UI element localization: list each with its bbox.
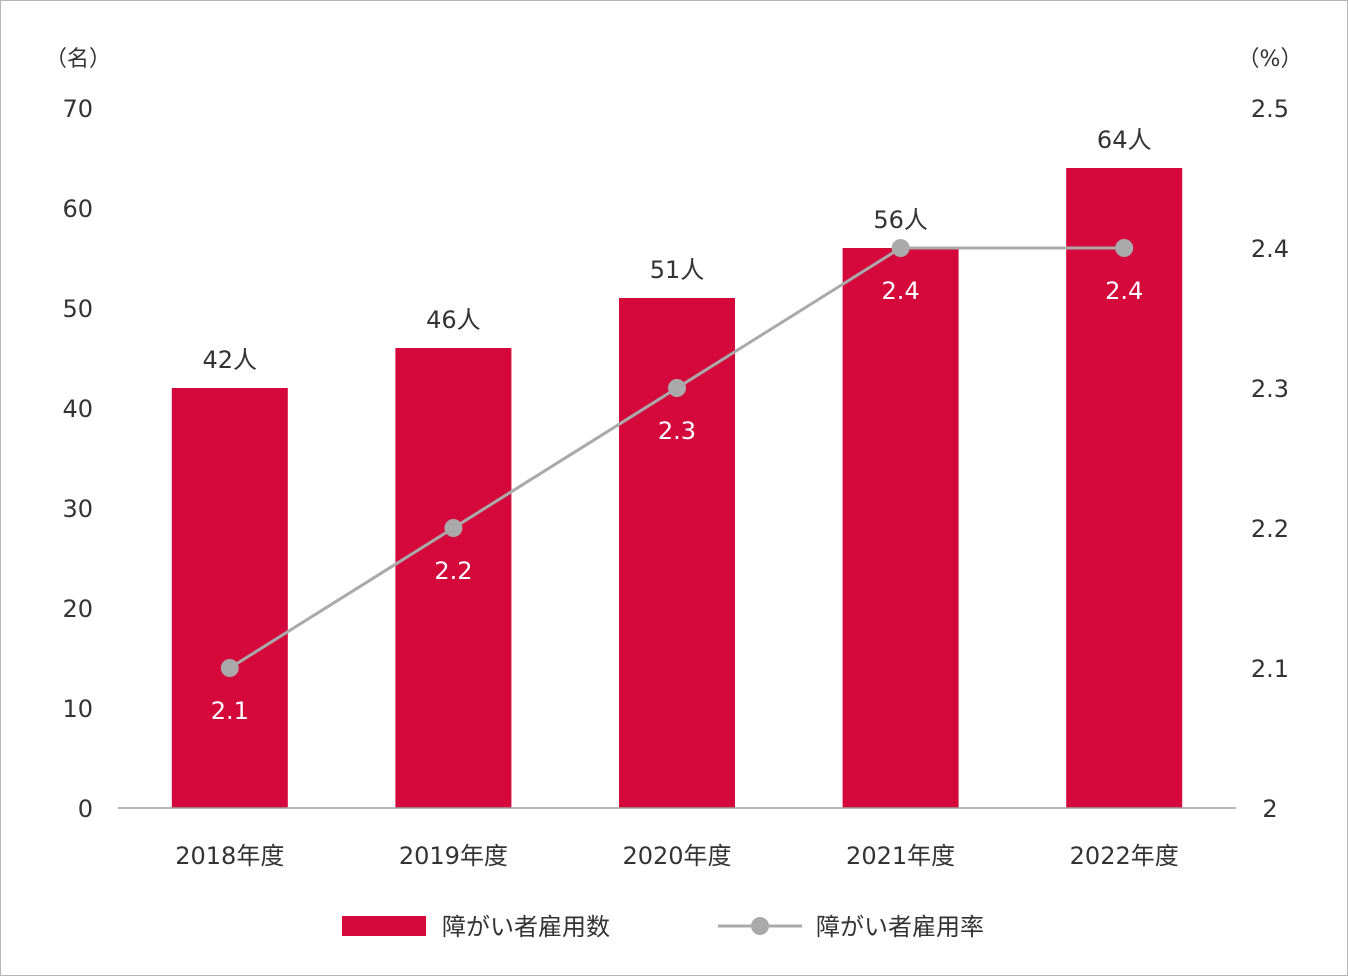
rate-value-label: 2.4 (882, 277, 920, 305)
left-axis-tick-label: 70 (62, 95, 93, 123)
legend-line-label: 障がい者雇用率 (816, 913, 984, 941)
right-axis-unit: （%） (1238, 47, 1303, 72)
bar-5 (1066, 168, 1183, 808)
left-axis-unit: （名） (45, 47, 111, 72)
left-axis-tick-label: 0 (78, 795, 93, 823)
x-axis-category-label: 2021年度 (846, 842, 955, 870)
bar-value-label: 46人 (426, 306, 481, 334)
right-axis-tick-label: 2.3 (1251, 375, 1289, 403)
legend-line-marker (751, 917, 769, 935)
left-axis-tick-label: 20 (62, 595, 93, 623)
bar-1 (171, 388, 288, 808)
left-axis-tick-label: 40 (62, 395, 93, 423)
bar-4 (842, 248, 959, 808)
rate-value-label: 2.3 (658, 417, 696, 445)
rate-point-4 (891, 239, 910, 257)
rate-value-label: 2.2 (434, 557, 472, 585)
rate-value-label: 2.4 (1105, 277, 1143, 305)
bar-3 (619, 298, 735, 808)
right-axis-tick-label: 2.1 (1251, 655, 1289, 683)
axes-layer: 0 10 20 30 40 50 60 70 （名） 2 2.1 2.2 2.3 2.4 2.5 （%） 201… (45, 47, 1302, 870)
left-axis-tick-label: 10 (62, 695, 93, 723)
bar-2 (395, 348, 512, 808)
bars-layer (171, 168, 1183, 808)
legend-bar-swatch (342, 916, 426, 936)
rate-point-3 (668, 379, 686, 397)
x-axis-category-label: 2018年度 (175, 842, 284, 870)
right-axis-tick-label: 2.5 (1251, 95, 1289, 123)
legend-bar-label: 障がい者雇用数 (442, 913, 610, 941)
x-axis-category-label: 2019年度 (399, 842, 508, 870)
rate-point-1 (220, 659, 239, 677)
right-axis-tick-label: 2.2 (1251, 515, 1289, 543)
right-axis-tick-label: 2.4 (1251, 235, 1289, 263)
labels-layer: 42人 46人 51人 56人 64人 2.1 2.2 2.3 2.4 2.4 (203, 126, 1152, 725)
bar-value-label: 51人 (650, 256, 705, 284)
left-axis-tick-label: 50 (62, 295, 93, 323)
right-axis-tick-label: 2 (1262, 795, 1277, 823)
legend: 障がい者雇用数 障がい者雇用率 (342, 913, 984, 941)
x-axis-category-label: 2020年度 (622, 842, 731, 870)
bar-value-label: 56人 (873, 206, 928, 234)
left-axis-tick-label: 60 (62, 195, 93, 223)
bar-value-label: 42人 (203, 346, 258, 374)
bar-value-label: 64人 (1097, 126, 1152, 154)
rate-point-2 (444, 519, 463, 537)
x-axis-category-label: 2022年度 (1070, 842, 1179, 870)
left-axis-tick-label: 30 (62, 495, 93, 523)
rate-line-layer (220, 239, 1134, 677)
rate-point-5 (1115, 239, 1134, 257)
rate-value-label: 2.1 (211, 697, 249, 725)
